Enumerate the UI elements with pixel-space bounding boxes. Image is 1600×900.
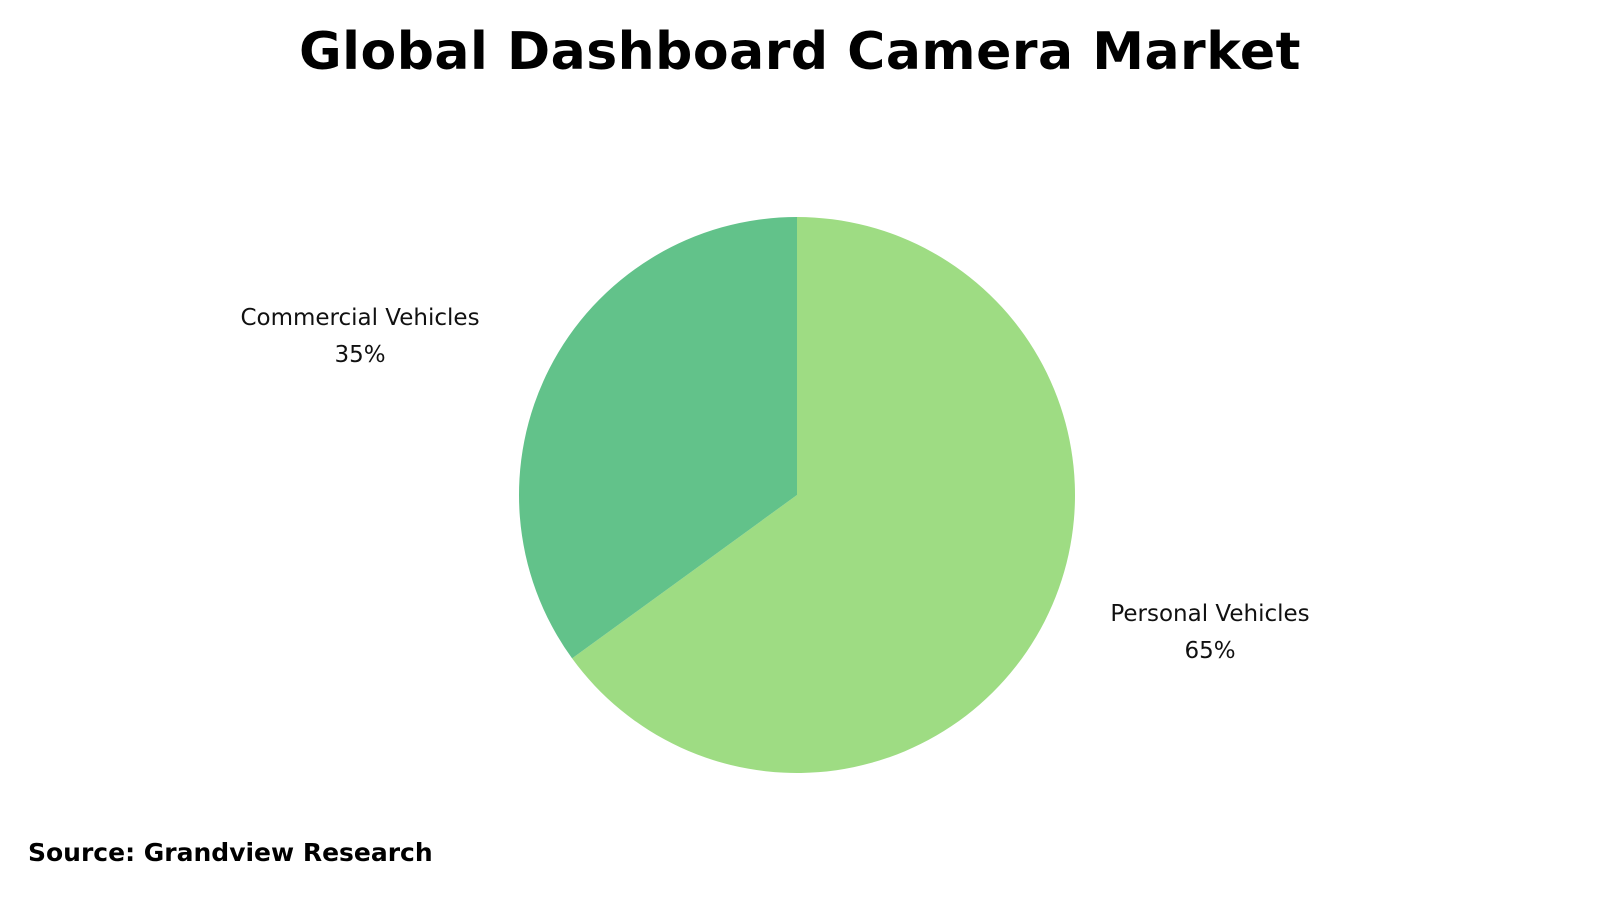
- commercial-vehicles-name: Commercial Vehicles: [240, 305, 480, 331]
- chart-title: Global Dashboard Camera Market: [298, 22, 1302, 82]
- commercial-vehicles-value: 35%: [334, 342, 386, 368]
- personal-vehicles-value: 65%: [1184, 638, 1236, 664]
- source-note: Source: Grandview Research: [28, 838, 433, 867]
- pie-slice-commercial-vehicles: [518, 217, 797, 659]
- personal-vehicles-name: Personal Vehicles: [1110, 601, 1310, 627]
- personal-vehicles-label: Personal Vehicles 65%: [1060, 596, 1360, 670]
- commercial-vehicles-label: Commercial Vehicles 35%: [210, 300, 510, 374]
- pie-slice-personal-vehicles: [572, 217, 1075, 773]
